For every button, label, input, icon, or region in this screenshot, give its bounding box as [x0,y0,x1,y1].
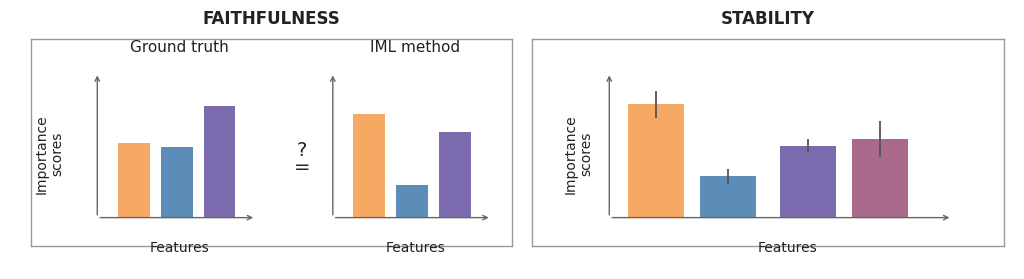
Bar [161,147,193,218]
Bar [353,114,385,218]
Bar [396,185,428,218]
Text: IML method: IML method [371,40,461,55]
Text: Features: Features [758,241,817,255]
Text: ?: ? [297,141,307,160]
Bar [204,105,236,218]
Bar [629,104,684,218]
Text: Importance
scores: Importance scores [563,114,594,194]
Text: Features: Features [150,241,210,255]
Bar [118,143,150,218]
Text: Ground truth: Ground truth [130,40,229,55]
Bar [852,139,908,218]
Text: STABILITY: STABILITY [721,10,815,28]
Text: =: = [294,158,310,177]
Bar [780,146,836,218]
Text: Importance
scores: Importance scores [35,114,65,194]
Text: Features: Features [385,241,445,255]
Text: FAITHFULNESS: FAITHFULNESS [203,10,340,28]
Bar [700,176,757,218]
Bar [439,132,471,218]
